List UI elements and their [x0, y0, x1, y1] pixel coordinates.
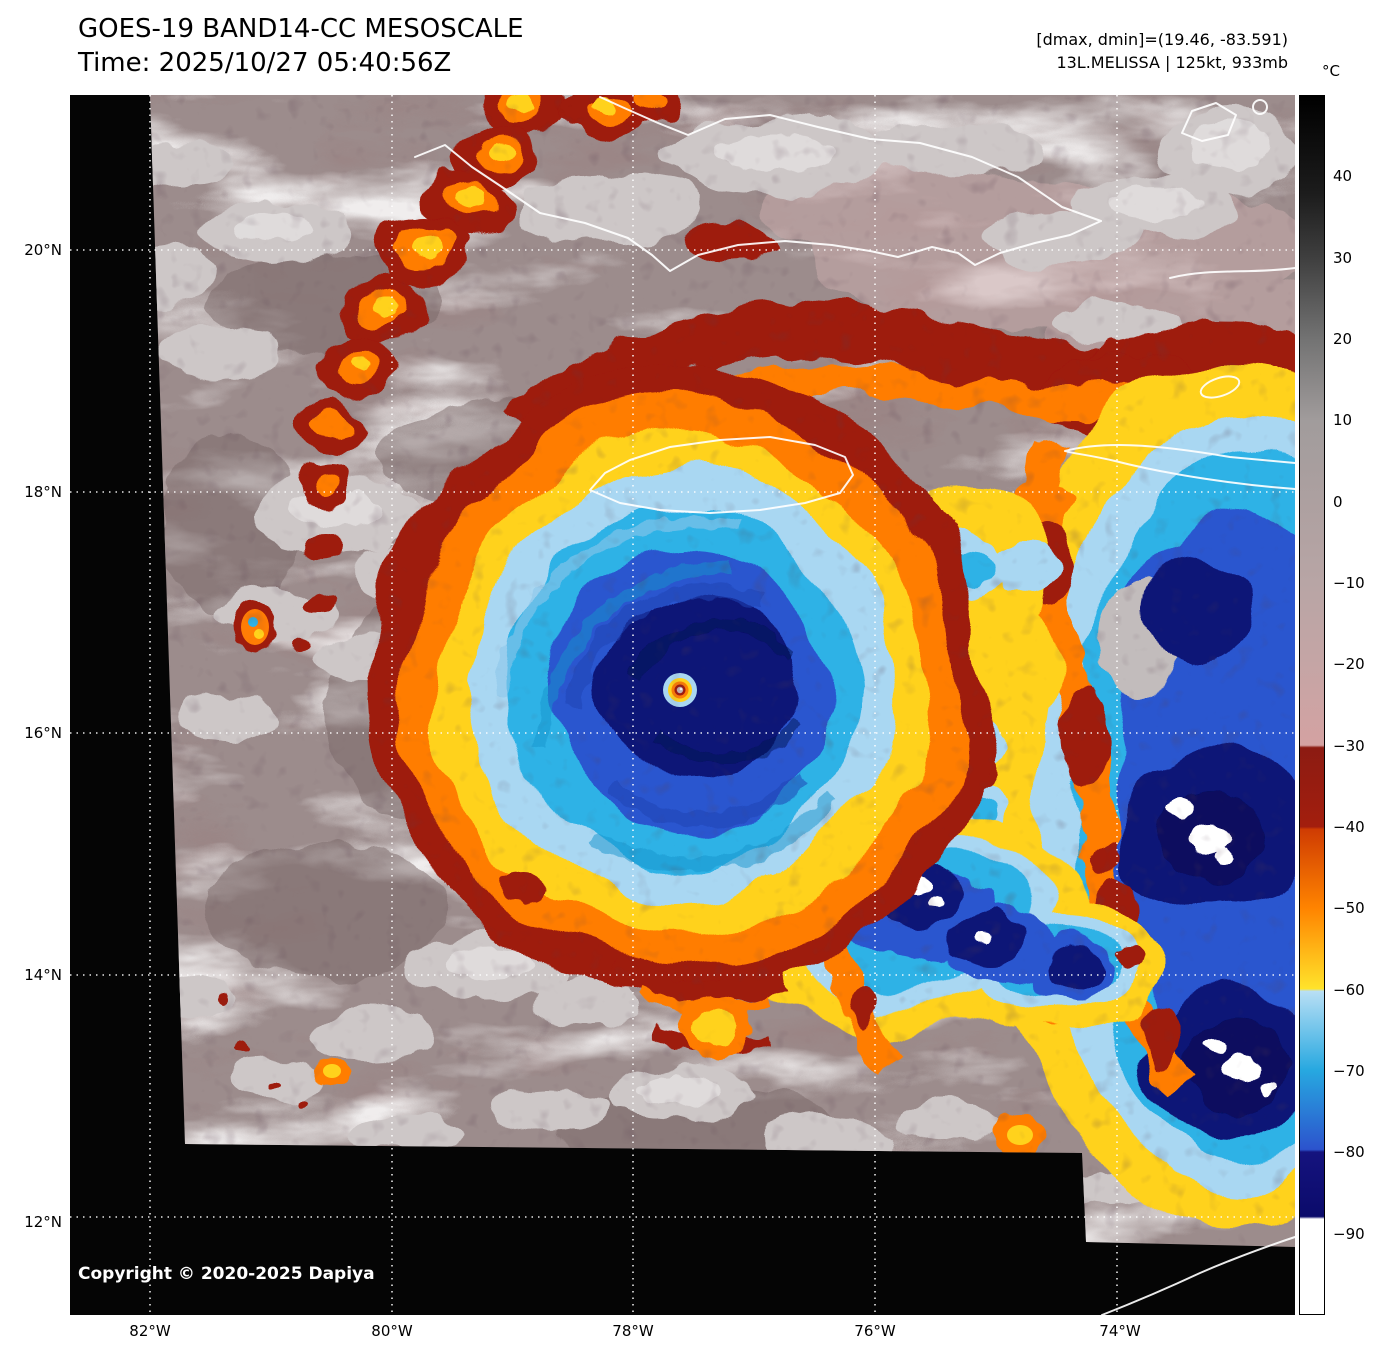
colorbar-tick-m80: −80 — [1333, 1143, 1365, 1161]
colorbar-unit-label: °C — [1322, 62, 1340, 80]
lat-label-14n: 14°N — [24, 966, 62, 984]
coastlines — [414, 96, 1295, 1315]
coastline-hispaniola-south — [1064, 444, 1295, 490]
colorbar-tick-m10: −10 — [1333, 574, 1365, 592]
lat-label-20n: 20°N — [24, 241, 62, 259]
lon-label-76w: 76°W — [854, 1322, 896, 1340]
coastline-gonave — [1199, 375, 1241, 399]
scan-sector — [150, 95, 1295, 1247]
coastline-jamaica — [589, 436, 854, 514]
colorbar-tick-m60: −60 — [1333, 981, 1365, 999]
colorbar-gradient — [1299, 95, 1325, 1315]
lat-label-16n: 16°N — [24, 724, 62, 742]
lat-label-12n: 12°N — [24, 1213, 62, 1231]
graticule — [70, 95, 1295, 1315]
colorbar-tick-m70: −70 — [1333, 1062, 1365, 1080]
colorbar-tick-m20: −20 — [1333, 655, 1365, 673]
coastline-little-inagua — [1252, 99, 1268, 115]
image-timestamp: Time: 2025/10/27 05:40:56Z — [78, 48, 452, 78]
colorbar-tick-m30: −30 — [1333, 737, 1365, 755]
coastline-cuba-north — [599, 96, 1102, 222]
colorbar-tick-m40: −40 — [1333, 818, 1365, 836]
copyright-watermark: Copyright © 2020-2025 Dapiya — [78, 1264, 375, 1284]
colorbar-tick-40: 40 — [1333, 167, 1353, 185]
coastline-south-america — [1101, 1236, 1295, 1315]
lon-label-82w: 82°W — [129, 1322, 171, 1340]
lon-label-78w: 78°W — [612, 1322, 654, 1340]
colorbar-tick-m90: −90 — [1333, 1225, 1365, 1243]
lon-label-80w: 80°W — [371, 1322, 413, 1340]
lat-label-18n: 18°N — [24, 483, 62, 501]
dmax-dmin-readout: [dmax, dmin]=(19.46, -83.591) — [1036, 30, 1288, 49]
colorbar-tick-m50: −50 — [1333, 899, 1365, 917]
storm-info-readout: 13L.MELISSA | 125kt, 933mb — [1056, 53, 1288, 72]
colorbar-tick-0: 0 — [1333, 493, 1343, 511]
coastline-inagua — [1181, 102, 1237, 142]
satellite-ir-image — [70, 95, 1295, 1315]
colorbar-tick-30: 30 — [1333, 249, 1353, 267]
coastline-cuba-south — [414, 144, 1102, 272]
lon-label-74w: 74°W — [1099, 1322, 1141, 1340]
colorbar-tick-10: 10 — [1333, 411, 1353, 429]
coastline-hispaniola-north — [1169, 267, 1295, 279]
colorbar-tick-20: 20 — [1333, 330, 1353, 348]
page-title: GOES-19 BAND14-CC MESOSCALE — [78, 14, 524, 44]
